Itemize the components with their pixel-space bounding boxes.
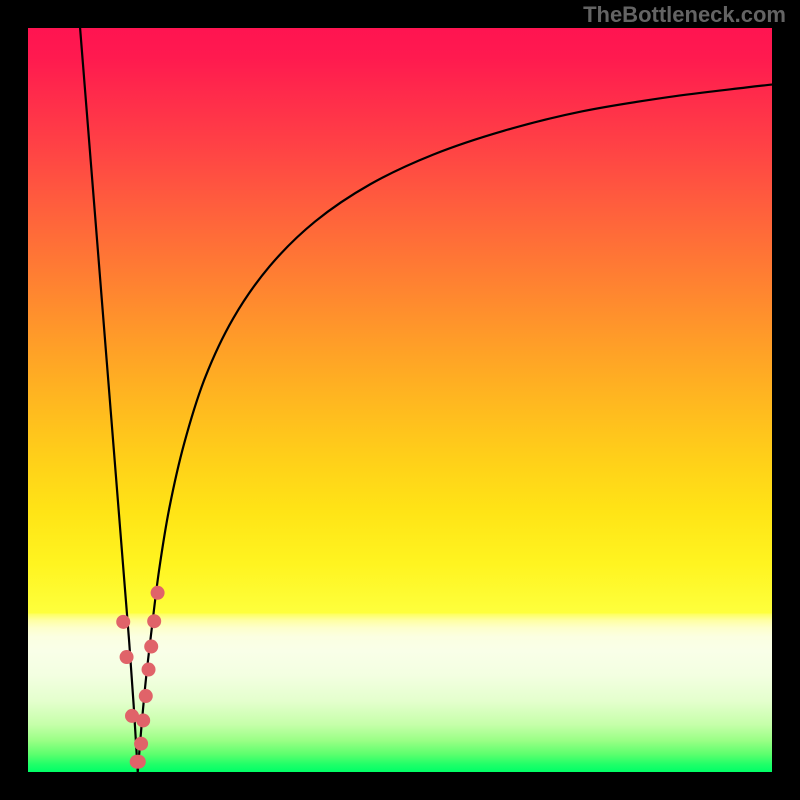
gradient-background	[28, 28, 772, 772]
frame-border-bottom	[0, 772, 800, 800]
plot-area	[28, 28, 772, 772]
watermark-text: TheBottleneck.com	[583, 2, 786, 28]
chart-root: { "canvas": { "width": 800, "height": 80…	[0, 0, 800, 800]
frame-border-right	[772, 0, 800, 800]
frame-border-left	[0, 0, 28, 800]
